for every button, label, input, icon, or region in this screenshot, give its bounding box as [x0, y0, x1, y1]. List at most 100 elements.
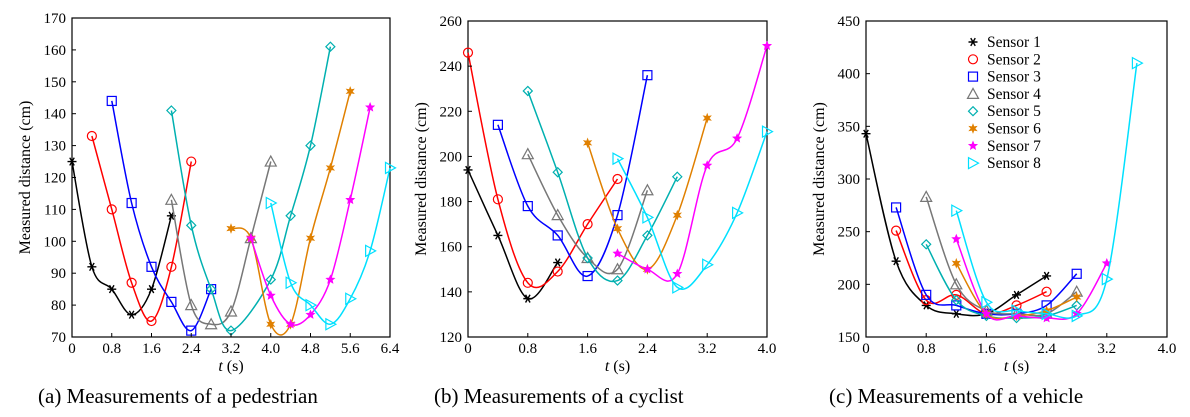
- data-point: [672, 280, 685, 294]
- legend-entry: Sensor 3: [987, 69, 1041, 86]
- y-axis-label: Measured distance (cm): [17, 101, 34, 255]
- data-point: [492, 194, 503, 205]
- data-point: [305, 140, 316, 151]
- data-point: [890, 225, 902, 236]
- y-tick-label: 160: [440, 240, 463, 256]
- data-point: [87, 262, 97, 272]
- x-tick-label: 3.2: [1097, 341, 1116, 357]
- chart-panel-2: [861, 20, 1168, 338]
- x-tick-label: 1.6: [977, 341, 996, 357]
- data-point: [967, 140, 979, 151]
- legend-entry: Sensor 4: [987, 86, 1041, 103]
- y-axis-label: Measured distance (cm): [413, 102, 430, 256]
- data-point: [126, 197, 137, 209]
- data-point: [890, 202, 902, 213]
- data-point: [86, 130, 97, 142]
- data-point: [552, 166, 564, 178]
- data-point: [951, 257, 961, 269]
- y-tick-label: 140: [440, 285, 463, 301]
- data-point: [967, 156, 980, 170]
- x-tick-label: 5.6: [341, 341, 360, 357]
- data-point: [552, 266, 563, 277]
- data-point: [265, 290, 276, 300]
- data-point: [325, 274, 336, 284]
- data-point: [325, 41, 336, 53]
- data-point: [325, 162, 336, 174]
- y-tick-label: 180: [440, 195, 463, 211]
- caption-vehicle: (c) Measurements of a vehicle: [829, 384, 1084, 408]
- y-tick-label: 200: [838, 277, 861, 293]
- data-point: [1072, 291, 1082, 303]
- data-point: [672, 268, 683, 279]
- data-point: [610, 262, 625, 275]
- y-tick-label: 240: [440, 59, 463, 75]
- y-tick-label: 400: [838, 67, 861, 83]
- data-point: [147, 284, 156, 294]
- data-point: [967, 54, 979, 65]
- data-point: [166, 296, 177, 308]
- data-point: [204, 317, 218, 330]
- data-point: [521, 147, 535, 160]
- x-tick-label: 3.2: [222, 341, 241, 357]
- data-point: [731, 206, 744, 220]
- x-tick-label: 4.0: [758, 341, 777, 357]
- data-point: [981, 295, 994, 309]
- series-line-8: [270, 167, 391, 325]
- data-point: [522, 200, 533, 212]
- y-tick-label: 130: [44, 139, 67, 155]
- x-tick-label: 1.6: [142, 341, 161, 357]
- series-line-8: [955, 62, 1138, 319]
- data-point: [642, 264, 653, 274]
- x-tick-label: 0: [862, 341, 870, 357]
- data-point: [493, 231, 503, 240]
- data-point: [285, 276, 298, 290]
- plot-frame: [467, 20, 768, 338]
- x-axis-label: t (s): [1004, 358, 1029, 375]
- data-point: [968, 123, 978, 134]
- data-point: [264, 154, 278, 167]
- y-tick-label: 350: [838, 119, 861, 135]
- x-tick-label: 0.8: [518, 341, 537, 357]
- data-point: [245, 232, 256, 243]
- data-point: [1042, 271, 1052, 281]
- data-point: [126, 277, 137, 288]
- data-point: [951, 204, 964, 218]
- series-line-1: [71, 161, 173, 316]
- y-tick-label: 120: [440, 330, 463, 346]
- series-line-1: [467, 169, 559, 300]
- x-axis-label: t (s): [605, 358, 630, 375]
- data-point: [325, 317, 338, 331]
- data-point: [981, 310, 992, 322]
- data-point: [732, 133, 743, 143]
- series-line-2: [467, 52, 619, 289]
- x-tick-label: 4.0: [1158, 341, 1177, 357]
- data-point: [642, 70, 653, 81]
- legend-entry: Sensor 5: [987, 103, 1041, 120]
- y-tick-label: 80: [51, 298, 66, 314]
- data-point: [1041, 312, 1052, 323]
- data-point: [968, 37, 978, 47]
- data-point: [107, 284, 117, 294]
- x-tick-label: 0: [464, 341, 472, 357]
- data-point: [612, 173, 623, 185]
- data-point: [951, 233, 962, 244]
- data-point: [1071, 268, 1082, 279]
- data-point: [1041, 307, 1054, 321]
- y-axis-label: Measured distance (cm): [811, 102, 828, 256]
- data-point: [523, 294, 533, 303]
- x-tick-label: 4.8: [301, 341, 320, 357]
- x-tick-label: 0: [68, 341, 76, 357]
- data-point: [640, 183, 654, 196]
- data-point: [265, 196, 278, 210]
- data-point: [166, 261, 177, 272]
- series-line-3: [497, 75, 649, 277]
- y-tick-label: 170: [44, 11, 67, 27]
- legend-entry: Sensor 6: [987, 121, 1041, 138]
- data-point: [672, 209, 682, 221]
- data-point: [185, 220, 197, 231]
- data-point: [981, 308, 992, 319]
- data-point: [966, 87, 980, 100]
- data-point: [1011, 304, 1024, 318]
- data-point: [582, 270, 593, 282]
- data-point: [146, 261, 157, 272]
